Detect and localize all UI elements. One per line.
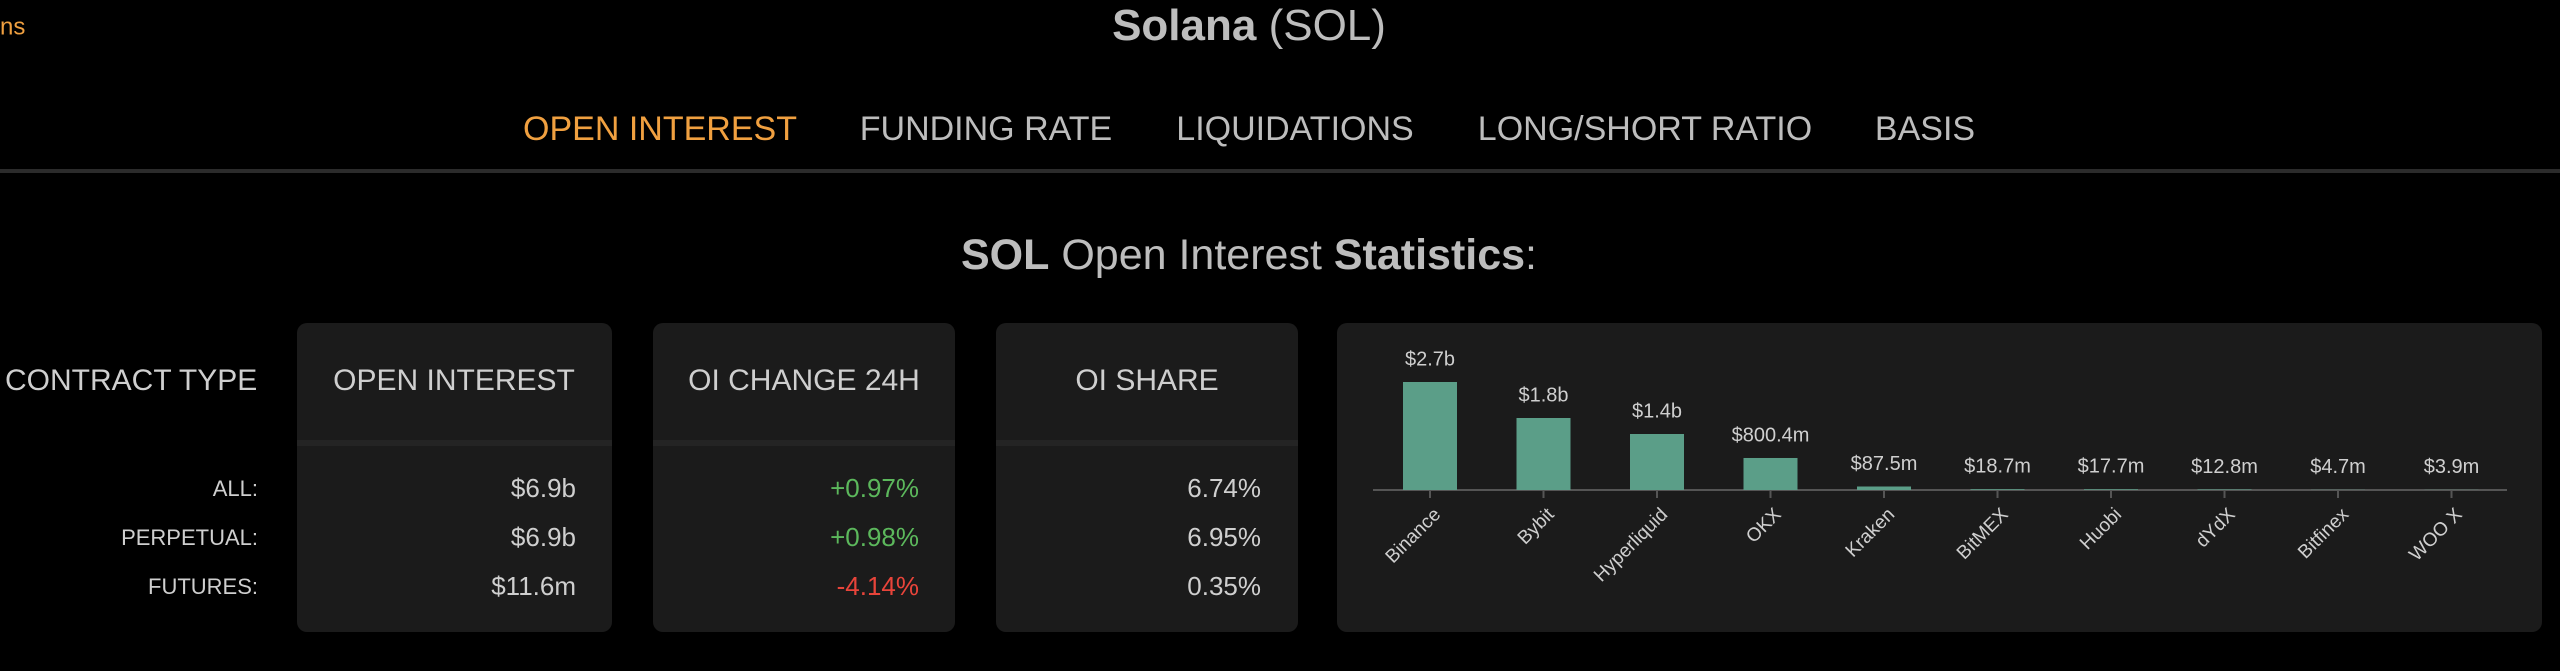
value-label: $1.4b bbox=[1632, 400, 1682, 422]
bar bbox=[1743, 457, 1798, 490]
row-label: PERPETUAL: bbox=[121, 525, 258, 550]
column-header: OI CHANGE 24H bbox=[688, 364, 920, 397]
cell: +0.97% bbox=[830, 473, 919, 503]
bar bbox=[1630, 434, 1684, 490]
value-label: $12.8m bbox=[2191, 456, 2258, 478]
value-label: $17.7m bbox=[2078, 456, 2145, 478]
cell: 6.74% bbox=[1187, 473, 1261, 503]
tab[interactable]: FUNDING RATE bbox=[860, 110, 1112, 148]
bar bbox=[2084, 489, 2138, 490]
bar bbox=[1857, 486, 1911, 490]
value-label: $800.4m bbox=[1732, 424, 1810, 446]
value-label: $1.8b bbox=[1518, 384, 1568, 406]
value-label: $18.7m bbox=[1964, 456, 2031, 478]
tab[interactable]: BASIS bbox=[1875, 110, 1975, 148]
heading-symbol: SOL bbox=[961, 231, 1049, 279]
bar bbox=[2197, 489, 2252, 490]
title-rest: (SOL) bbox=[1269, 1, 1386, 50]
corner-link[interactable]: ns bbox=[0, 13, 25, 40]
section-heading: SOL Open Interest Statistics: bbox=[961, 231, 1537, 279]
value-label: $87.5m bbox=[1851, 453, 1918, 475]
heading-end: : bbox=[1525, 231, 1537, 279]
tab[interactable]: LONG/SHORT RATIO bbox=[1478, 110, 1812, 148]
page-title: Solana (SOL) bbox=[1112, 1, 1386, 50]
cell: +0.98% bbox=[830, 522, 919, 552]
column-header: OPEN INTEREST bbox=[333, 364, 575, 397]
value-label: $3.9m bbox=[2424, 456, 2480, 478]
tab[interactable]: OPEN INTEREST bbox=[523, 110, 797, 148]
cell: 6.95% bbox=[1187, 522, 1261, 552]
heading-bold: Statistics bbox=[1334, 231, 1525, 279]
cell: -4.14% bbox=[837, 571, 919, 601]
cell: 0.35% bbox=[1187, 571, 1261, 601]
panel bbox=[996, 323, 1298, 632]
column-header: OI SHARE bbox=[1075, 364, 1218, 397]
cell: $11.6m bbox=[491, 571, 576, 601]
panel bbox=[653, 323, 955, 632]
heading-middle: Open Interest bbox=[1061, 231, 1322, 279]
row-label: FUTURES: bbox=[148, 574, 258, 599]
value-label: $4.7m bbox=[2310, 456, 2366, 478]
bar bbox=[1970, 489, 2025, 490]
column-header: CONTRACT TYPE bbox=[5, 364, 257, 397]
value-label: $2.7b bbox=[1405, 348, 1455, 370]
title-bold: Solana bbox=[1112, 1, 1257, 50]
cell: $6.9b bbox=[511, 522, 576, 552]
row-label: ALL: bbox=[213, 476, 258, 501]
tab[interactable]: LIQUIDATIONS bbox=[1176, 110, 1413, 148]
chart-panel bbox=[1337, 323, 2542, 632]
bar bbox=[1516, 418, 1571, 490]
panel bbox=[297, 323, 612, 632]
cell: $6.9b bbox=[511, 473, 576, 503]
bar bbox=[1403, 382, 1457, 490]
